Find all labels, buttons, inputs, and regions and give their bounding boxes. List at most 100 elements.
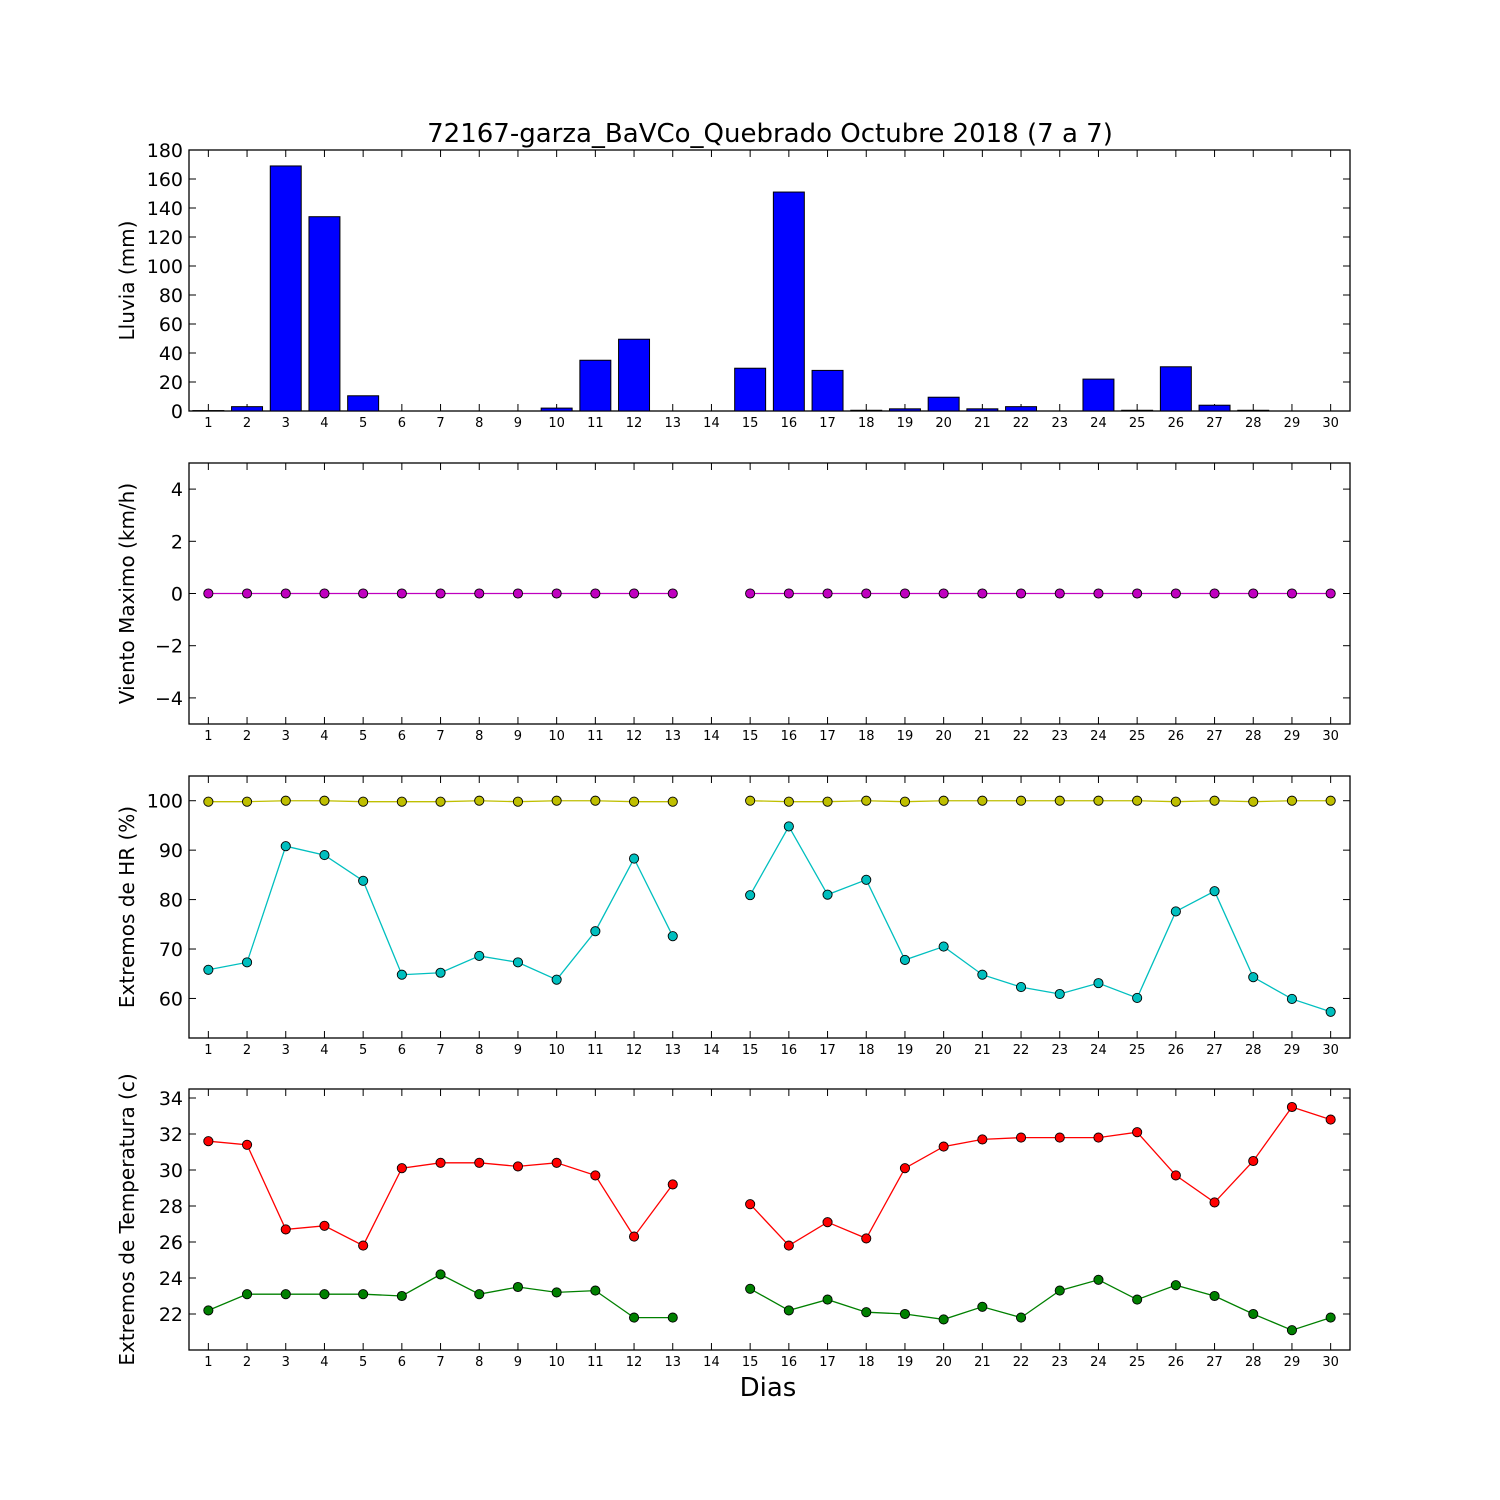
data-point — [667, 931, 678, 942]
x-tick-label: 4 — [320, 1043, 328, 1058]
y-tick-label: 100 — [147, 791, 183, 813]
data-point — [203, 1136, 214, 1147]
x-axis-label: Dias — [740, 1373, 797, 1403]
data-point — [667, 796, 678, 807]
bar — [308, 216, 341, 412]
data-point — [241, 1139, 253, 1150]
x-tick-label: 13 — [664, 416, 681, 431]
data-point — [1170, 588, 1181, 599]
x-tick-label: 25 — [1129, 416, 1146, 431]
x-tick-label: 30 — [1322, 1043, 1339, 1058]
x-tick-label: 19 — [897, 416, 914, 431]
data-point — [435, 1269, 446, 1280]
x-tick-label: 1 — [204, 1355, 212, 1370]
y-tick-label: 80 — [159, 285, 183, 307]
data-point — [203, 796, 214, 807]
bar — [966, 408, 999, 412]
data-point — [822, 1217, 833, 1228]
y-tick-label: 90 — [159, 840, 183, 862]
x-tick-label: 29 — [1284, 416, 1301, 431]
data-point — [1132, 588, 1143, 599]
x-tick-label: 15 — [742, 416, 759, 431]
x-tick-label: 27 — [1206, 1355, 1223, 1370]
data-point — [1286, 795, 1297, 806]
x-tick-label: 22 — [1013, 1043, 1030, 1058]
bar — [888, 408, 921, 412]
y-tick-label: 34 — [159, 1088, 183, 1110]
x-tick-label: 26 — [1168, 729, 1185, 744]
data-point — [1248, 1308, 1259, 1320]
x-tick-label: 8 — [475, 1043, 483, 1058]
y-tick-label: 0 — [171, 584, 183, 606]
data-point — [435, 1157, 446, 1168]
data-point — [203, 964, 214, 975]
data-point — [977, 588, 988, 599]
x-tick-label: 3 — [282, 1043, 290, 1058]
data-point — [280, 841, 291, 852]
y-tick-label: 26 — [159, 1232, 183, 1254]
data-point — [1016, 1132, 1027, 1143]
x-tick-label: 13 — [664, 1043, 681, 1058]
data-point — [861, 1233, 872, 1244]
data-point — [667, 588, 678, 599]
data-point — [629, 1231, 640, 1242]
data-point — [1093, 1274, 1104, 1285]
data-point — [822, 1294, 833, 1305]
data-point — [1209, 1197, 1220, 1208]
data-point — [241, 588, 253, 599]
x-tick-label: 28 — [1245, 729, 1262, 744]
data-point — [203, 588, 214, 599]
x-tick-label: 22 — [1013, 729, 1030, 744]
data-point — [977, 969, 988, 980]
x-tick-label: 22 — [1013, 1355, 1030, 1370]
series-line — [749, 825, 1331, 1013]
data-point — [1016, 1312, 1027, 1323]
x-tick-label: 18 — [858, 416, 875, 431]
y-axis-label-rain: Lluvia (mm) — [115, 221, 139, 341]
data-point — [590, 588, 601, 599]
x-tick-label: 16 — [781, 1355, 798, 1370]
bar — [618, 338, 651, 412]
data-point — [590, 795, 601, 806]
data-point — [435, 967, 446, 978]
x-tick-label: 7 — [436, 416, 444, 431]
x-tick-label: 24 — [1090, 1355, 1107, 1370]
x-tick-label: 10 — [548, 729, 565, 744]
x-tick-label: 25 — [1129, 1043, 1146, 1058]
data-point — [783, 588, 794, 599]
x-tick-label: 11 — [587, 1355, 604, 1370]
x-tick-label: 2 — [243, 1043, 251, 1058]
bar — [1121, 409, 1154, 412]
data-point — [899, 796, 911, 807]
data-point — [822, 588, 833, 599]
data-point — [1286, 1101, 1297, 1113]
x-tick-label: 11 — [587, 416, 604, 431]
data-point — [396, 969, 407, 980]
bar — [927, 396, 960, 412]
x-tick-label: 27 — [1206, 729, 1223, 744]
x-tick-label: 5 — [359, 729, 367, 744]
x-tick-label: 12 — [626, 1355, 643, 1370]
data-point — [396, 1290, 407, 1302]
data-point — [319, 1289, 330, 1300]
data-point — [667, 1179, 678, 1190]
data-point — [590, 926, 601, 937]
data-point — [629, 1312, 640, 1323]
x-tick-label: 20 — [935, 416, 952, 431]
x-tick-label: 17 — [819, 729, 836, 744]
data-point — [667, 1312, 678, 1323]
x-tick-label: 24 — [1090, 416, 1107, 431]
data-point — [1325, 795, 1336, 806]
x-tick-label: 2 — [243, 416, 251, 431]
data-point — [1016, 795, 1027, 806]
y-tick-label: 140 — [147, 198, 183, 220]
x-tick-label: 15 — [742, 1355, 759, 1370]
x-tick-label: 4 — [320, 729, 328, 744]
data-point — [745, 890, 756, 901]
x-tick-label: 26 — [1168, 416, 1185, 431]
x-tick-label: 26 — [1168, 1355, 1185, 1370]
data-point — [783, 796, 794, 807]
data-point — [280, 588, 291, 599]
x-tick-label: 16 — [781, 1043, 798, 1058]
